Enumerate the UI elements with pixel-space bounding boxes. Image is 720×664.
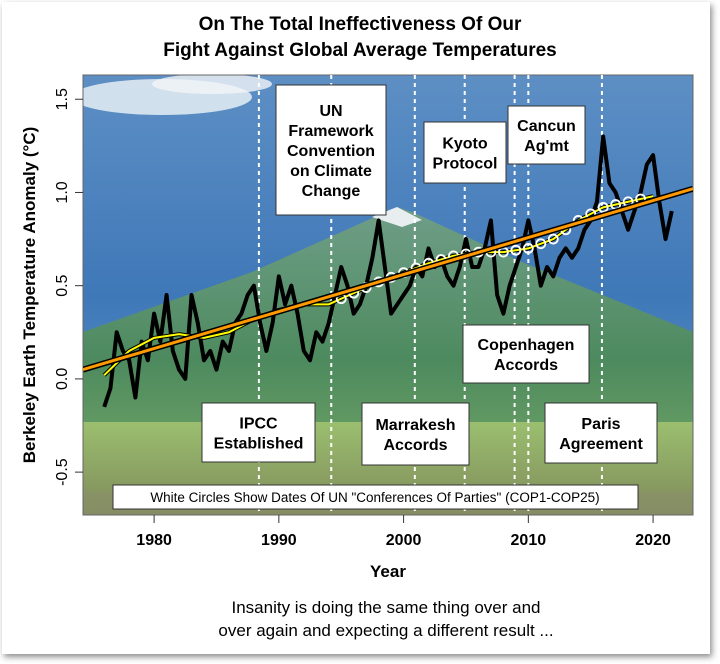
y-tick-label: -0.5: [54, 458, 71, 486]
y-tick-label: 1.0: [54, 181, 71, 203]
event-annotation-label: Established: [214, 436, 304, 453]
event-annotation: Kyoto Protocol: [423, 121, 507, 184]
chart-title-line-2: Fight Against Global Average Temperature…: [163, 40, 556, 61]
chart-title-line-1: On The Total Ineffectiveness Of Our: [199, 14, 522, 35]
event-annotation-label: Protocol: [433, 156, 498, 173]
event-annotation-label: Agreement: [559, 436, 643, 453]
legend-note-box: [112, 484, 639, 510]
event-annotation: Cancun Ag'mt: [507, 105, 586, 165]
caption-line-2: over again and expecting a different res…: [218, 621, 553, 640]
event-annotation: IPCC Established: [201, 402, 316, 463]
event-annotation-label: Accords: [383, 437, 447, 454]
event-annotation: Marrakesh Accords: [361, 402, 470, 466]
event-annotation-label: Copenhagen: [478, 337, 575, 354]
event-annotation-label: Change: [302, 183, 361, 200]
event-annotation-label: Cancun: [517, 118, 576, 135]
x-tick-label: 2020: [635, 532, 671, 549]
cop-circle: [510, 244, 522, 256]
caption-line-1: Insanity is doing the same thing over an…: [231, 598, 540, 617]
cop-circle: [547, 233, 559, 245]
event-annotation-label: UN: [319, 103, 342, 120]
chart: IPCC Established UN Framework Convention on C…: [20, 14, 694, 640]
event-annotation-box: [544, 402, 658, 464]
x-tick-label: 2010: [511, 532, 547, 549]
legend-note: White Circles Show Dates Of UN "Conferen…: [150, 490, 599, 505]
event-annotation-label: Convention: [287, 143, 375, 160]
cop-circle: [522, 242, 534, 254]
y-tick-label: 1.5: [54, 88, 71, 110]
event-annotation-label: Kyoto: [442, 136, 488, 153]
event-annotation-box: [201, 402, 316, 463]
event-annotation-label: Framework: [288, 123, 373, 140]
event-annotation-box: [507, 105, 586, 165]
event-annotation-box: [361, 402, 470, 466]
y-tick-label: 0.0: [54, 368, 71, 390]
x-tick-label: 1990: [261, 532, 297, 549]
event-annotation-label: on Climate: [290, 163, 372, 180]
chart-card: IPCC Established UN Framework Convention on C…: [2, 2, 710, 654]
x-axis-label: Year: [370, 562, 406, 581]
event-annotation-label: Marrakesh: [375, 417, 455, 434]
x-tick-label: 1980: [136, 532, 172, 549]
event-annotation-box: [275, 84, 387, 216]
event-annotation: UN Framework Convention on Climate Change: [275, 84, 387, 216]
plot-frame: [82, 74, 694, 516]
event-annotation: Copenhagen Accords: [462, 324, 590, 384]
temperature-anomaly-line: [102, 134, 674, 408]
event-annotation: Paris Agreement: [544, 402, 658, 464]
y-axis-label: Berkeley Earth Temperature Anomaly (°C): [20, 127, 39, 464]
cop-circle: [597, 201, 609, 213]
cop-circle: [535, 238, 547, 250]
event-annotation-label: IPCC: [239, 416, 278, 433]
event-annotation-label: Paris: [581, 416, 620, 433]
y-tick-label: 0.5: [54, 274, 71, 296]
event-annotation-label: Ag'mt: [524, 138, 569, 155]
event-annotation-box: [423, 121, 507, 184]
x-tick-label: 2000: [386, 532, 422, 549]
event-annotation-box: [462, 324, 590, 384]
trend-line: [83, 187, 693, 372]
event-annotation-label: Accords: [494, 357, 558, 374]
